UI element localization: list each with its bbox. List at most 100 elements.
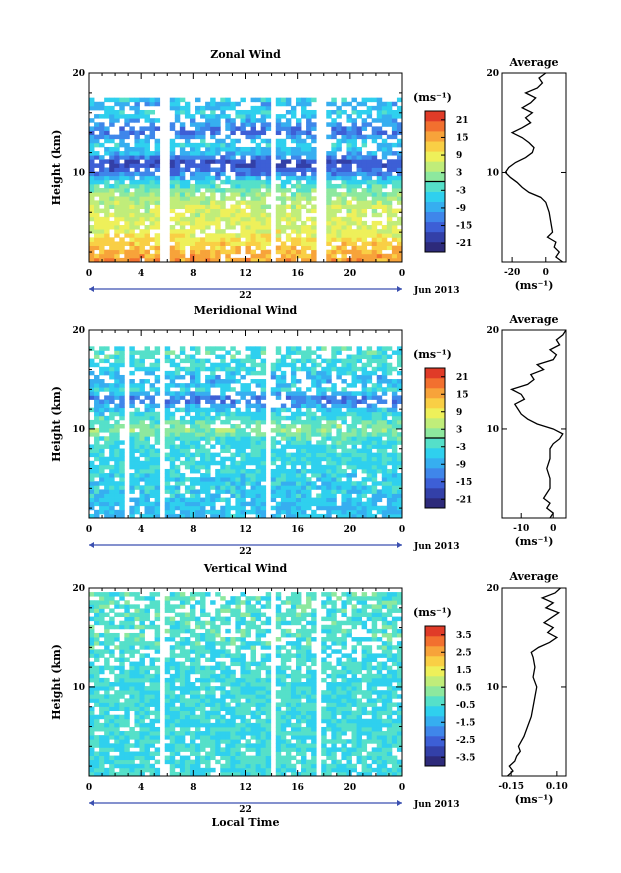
heatmap-cell [376, 175, 383, 181]
heatmap-cell [326, 493, 332, 498]
heatmap-cell [149, 101, 156, 107]
heatmap-cell [295, 163, 302, 168]
heatmap-cell [144, 192, 150, 197]
heatmap-cell [210, 249, 216, 255]
heatmap-cell [240, 126, 246, 131]
heatmap-cell [215, 114, 221, 119]
heatmap-cell [301, 151, 307, 156]
heatmap-cell [169, 726, 176, 732]
heatmap-cell [306, 399, 312, 404]
heatmap-cell [346, 440, 352, 445]
heatmap-cell [245, 171, 251, 177]
heatmap-cell [270, 473, 277, 478]
heatmap-cell [326, 233, 332, 238]
heatmap-cell [280, 771, 287, 777]
heatmap-cell [154, 245, 161, 251]
heatmap-cell [301, 747, 307, 752]
heatmap-cell [94, 448, 100, 454]
heatmap-cell [290, 415, 297, 421]
heatmap-cell [321, 436, 327, 441]
heatmap-cell [144, 509, 150, 515]
heatmap-cell [184, 702, 191, 707]
heatmap-cell [184, 354, 191, 360]
heatmap-cell [280, 493, 287, 498]
heatmap-cell [346, 130, 352, 136]
heatmap-cell [311, 208, 317, 214]
heatmap-cell [306, 444, 312, 449]
heatmap-cell [124, 130, 130, 136]
heatmap-cell [195, 130, 201, 136]
colorbar-tick-label: -15 [456, 222, 472, 232]
heatmap-cell [179, 171, 186, 177]
heatmap-cell [205, 735, 211, 740]
heatmap-cell [306, 436, 312, 441]
heatmap-cell [245, 468, 251, 474]
heatmap-cell [366, 444, 373, 449]
heatmap-cell [321, 493, 327, 498]
heatmap-cell [250, 257, 256, 263]
heatmap-cell [386, 346, 393, 351]
heatmap-cell [144, 142, 150, 148]
heatmap-cell [285, 101, 292, 107]
heatmap-cell [89, 253, 95, 259]
heatmap-cell [280, 387, 287, 392]
heatmap-cell [245, 183, 251, 189]
heatmap-cell [255, 370, 262, 376]
date-label: Jun 2013 [413, 542, 460, 552]
heatmap-cell [356, 167, 363, 173]
heatmap-cell [220, 477, 226, 482]
heatmap-cell [301, 241, 307, 246]
heatmap-cell [376, 237, 383, 242]
heatmap-cell [99, 188, 105, 193]
heatmap-cell [149, 253, 156, 259]
heatmap-cell [144, 346, 150, 351]
heatmap-cell [301, 391, 307, 396]
heatmap-cell [210, 755, 216, 761]
heatmap-cell [346, 403, 352, 409]
heatmap-cell [280, 362, 287, 368]
heatmap-cell [240, 501, 246, 507]
heatmap-cell [386, 196, 393, 201]
heatmap-cell [280, 257, 287, 263]
heatmap-cell [119, 105, 125, 111]
heatmap-cell [134, 208, 140, 214]
heatmap-cell [280, 253, 287, 259]
heatmap-cell [275, 188, 282, 193]
heatmap-cell [235, 415, 241, 421]
heatmap-cell [386, 755, 393, 761]
heatmap-cell [245, 403, 251, 409]
heatmap-cell [260, 245, 267, 251]
heatmap-cell [225, 122, 231, 127]
heatmap-cell [210, 407, 216, 413]
heatmap-cell [179, 196, 186, 201]
heatmap-cell [104, 415, 110, 421]
heatmap-cell [205, 346, 211, 351]
heatmap-cell [280, 468, 287, 474]
heatmap-cell [240, 509, 246, 515]
heatmap-cell [396, 163, 403, 168]
heatmap-cell [114, 473, 120, 478]
heatmap-cell [200, 428, 206, 433]
heatmap-cell [386, 171, 393, 177]
heatmap-cell [109, 175, 115, 181]
heatmap-cell [326, 358, 332, 364]
heatmap-cell [114, 374, 120, 380]
heatmap-cell [356, 126, 363, 131]
heatmap-cell [255, 151, 262, 156]
heatmap-cell [240, 171, 246, 177]
heatmap-cell [326, 505, 332, 511]
heatmap-cell [189, 460, 196, 466]
heatmap-cell [225, 755, 231, 761]
heatmap-cell [386, 175, 393, 181]
heatmap-cell [250, 126, 256, 131]
heatmap-cell [99, 419, 105, 425]
heatmap-cell [225, 118, 231, 123]
heatmap-cell [169, 122, 176, 127]
heatmap-cell [341, 200, 347, 205]
heatmap-cell [144, 233, 150, 238]
heatmap-cell [104, 456, 110, 462]
heatmap-cell [391, 109, 398, 115]
heatmap-cell [184, 436, 191, 441]
heatmap-cell [179, 233, 186, 238]
heatmap-cell [376, 346, 383, 351]
